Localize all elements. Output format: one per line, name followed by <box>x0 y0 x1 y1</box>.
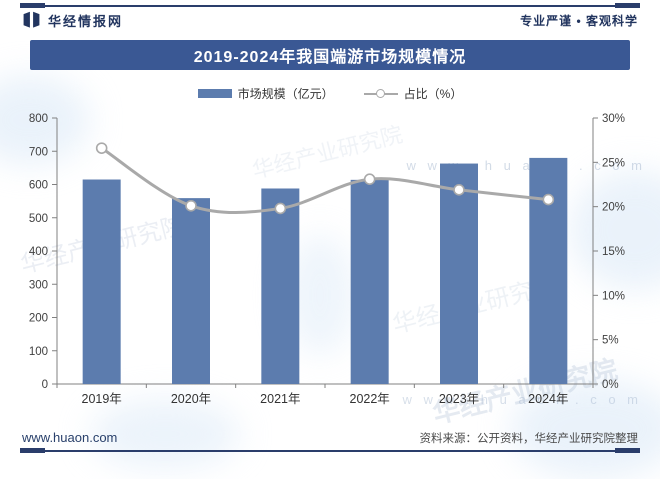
left-axis-tick-label: 400 <box>29 246 48 258</box>
header-tagline: 专业严谨 • 客观科学 <box>520 14 638 28</box>
header: 华经情报网 专业严谨 • 客观科学 <box>22 11 638 30</box>
line-marker-2020年 <box>185 199 197 212</box>
x-axis-label: 2020年 <box>171 392 211 406</box>
bar-2022年 <box>350 179 389 384</box>
x-axis-label: 2023年 <box>439 392 479 406</box>
x-axis-label: 2022年 <box>350 392 390 406</box>
top-rule-left-cap <box>20 3 45 8</box>
line-marker-2023年 <box>453 184 465 196</box>
left-axis-tick-label: 700 <box>29 146 48 158</box>
bar-2024年 <box>529 157 568 384</box>
line-marker-2019年 <box>95 142 108 154</box>
left-axis-tick-label: 200 <box>29 313 48 325</box>
legend-line-swatch <box>363 88 398 99</box>
chart-title: 2019-2024年我国端游市场规模情况 <box>193 49 467 66</box>
brand-logo-icon <box>22 11 41 30</box>
top-rule <box>20 3 640 8</box>
legend-line-marker-icon <box>375 89 385 98</box>
bottom-rule-line <box>45 449 615 452</box>
bar-2019年 <box>82 179 121 384</box>
brand-name: 华经情报网 <box>48 14 124 29</box>
x-axis-label: 2019年 <box>82 392 122 406</box>
left-axis-tick-label: 500 <box>29 213 48 225</box>
top-rule-line <box>45 4 615 7</box>
legend-item-bar: 市场规模（亿元） <box>197 85 334 102</box>
bottom-rule-right-cap <box>615 448 640 453</box>
left-axis-tick-label: 300 <box>29 279 48 291</box>
line-marker-2021年 <box>274 202 287 215</box>
top-rule-right-cap <box>615 3 640 8</box>
footer-website-link[interactable]: www.huaon.com <box>22 430 118 445</box>
right-axis-tick-label: 10% <box>602 290 625 302</box>
left-axis-tick-label: 600 <box>29 180 48 192</box>
legend-line-label: 占比（%） <box>403 87 463 101</box>
left-axis-tick-label: 800 <box>29 113 48 125</box>
footer: www.huaon.com 资料来源：公开资料，华经产业研究院整理 <box>22 430 638 446</box>
legend-bar-swatch <box>197 89 232 98</box>
combo-chart: 0 100 200 300 400 500 600 700 800 0% 5% 10% 15% 20% 25… <box>29 113 625 406</box>
legend-item-line: 占比（%） <box>363 85 463 102</box>
chart-legend: 市场规模（亿元） 占比（%） <box>0 85 660 102</box>
bottom-rule-left-cap <box>20 448 45 453</box>
x-axis-label: 2021年 <box>260 392 300 406</box>
footer-source-note: 资料来源：公开资料，华经产业研究院整理 <box>419 433 639 445</box>
right-axis-tick-label: 15% <box>602 246 625 258</box>
right-axis-tick-label: 25% <box>602 157 625 169</box>
line-marker-2024年 <box>542 193 555 206</box>
right-axis-tick-label: 20% <box>602 202 625 214</box>
chart-title-banner: 2019-2024年我国端游市场规模情况 <box>30 40 630 70</box>
bottom-rule <box>20 448 640 453</box>
right-axis-tick-label: 30% <box>602 113 625 125</box>
brand: 华经情报网 <box>22 11 123 30</box>
right-axis-tick-label: 0% <box>602 379 619 391</box>
legend-bar-label: 市场规模（亿元） <box>237 87 334 101</box>
line-marker-2022年 <box>363 173 376 185</box>
x-axis-label: 2024年 <box>528 392 568 406</box>
left-axis-tick-label: 100 <box>29 346 48 358</box>
bar-2020年 <box>172 198 210 384</box>
right-axis-tick-label: 5% <box>602 335 619 347</box>
left-axis-tick-label: 0 <box>42 379 48 391</box>
bar-2023年 <box>440 163 478 384</box>
bar-2021年 <box>261 188 300 384</box>
ratio-line <box>100 146 550 215</box>
